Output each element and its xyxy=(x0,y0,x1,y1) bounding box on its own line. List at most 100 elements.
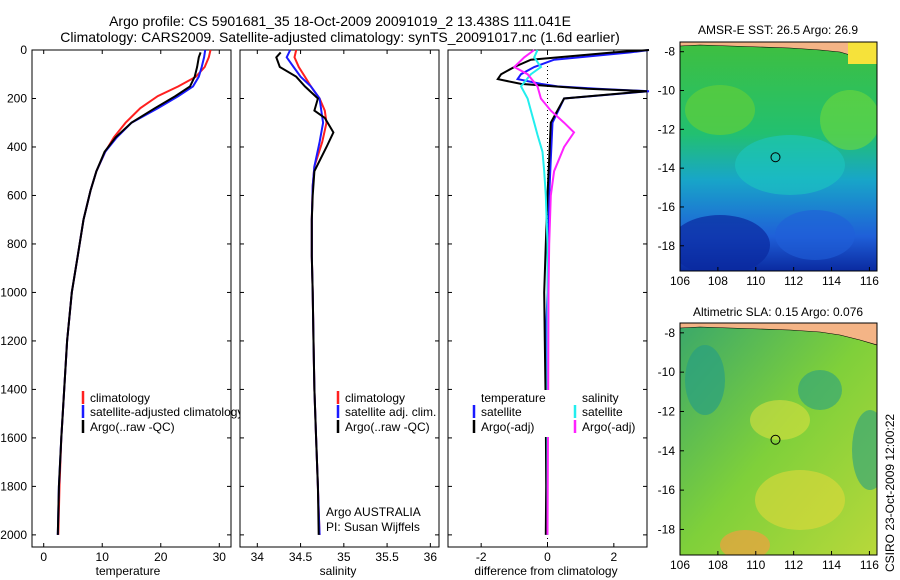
sla-low-patch xyxy=(852,410,877,490)
csiro-timestamp: CSIRO 23-Oct-2009 12:00:22 xyxy=(883,414,897,572)
difference-lines xyxy=(496,49,650,535)
temperature-axes-box xyxy=(31,49,232,548)
land-patch xyxy=(848,42,877,64)
y-tick-label: 200 xyxy=(7,91,27,105)
y-tick-label: 1400 xyxy=(0,382,27,396)
difference-ticks: -2 0 2 xyxy=(448,49,647,564)
x-tick-label: 110 xyxy=(746,274,765,288)
annotation-argo-australia: Argo AUSTRALIA xyxy=(326,505,421,519)
y-tick-label: -12 xyxy=(658,122,676,136)
java-coast-land xyxy=(680,323,877,346)
x-tick-label: 116 xyxy=(860,274,879,288)
x-tick-label: 112 xyxy=(784,558,803,572)
x-tick-label: 30 xyxy=(213,550,227,564)
salinity-legend: climatology satellite adj. clim. Argo(..… xyxy=(336,391,436,434)
difference-legend: temperature satellite Argo(-adj) salinit… xyxy=(468,390,643,437)
x-tick-label: 106 xyxy=(670,274,690,288)
y-tick-label: 1000 xyxy=(0,285,27,299)
temperature-ticks: 0 10 20 30 0 200 400 600 800 1000 1200 1400 1600 1800… xyxy=(0,43,231,564)
salinity-axes-box xyxy=(239,49,440,548)
sst-warm-patch xyxy=(820,90,877,150)
x-tick-label: 0 xyxy=(40,550,47,564)
y-tick-label: -16 xyxy=(658,483,676,497)
sla-ticks: 106 108 110 112 114 116 -8 -10 -12 -14 -16 -18 xyxy=(658,326,880,572)
legend-label-satellite: satellite-adjusted climatology xyxy=(90,405,243,419)
x-tick-label: 34.5 xyxy=(289,550,313,564)
series-line-t_argo xyxy=(496,49,650,535)
sla-low-patch xyxy=(798,370,842,410)
y-tick-label: -16 xyxy=(658,200,676,214)
y-tick-label: 2000 xyxy=(0,528,27,542)
y-tick-label: -8 xyxy=(664,326,675,340)
sla-high-patch xyxy=(750,400,810,440)
x-tick-label: -2 xyxy=(476,550,487,564)
figure-title-line1: Argo profile: CS 5901681_35 18-Oct-2009 … xyxy=(109,13,571,29)
legend-label-satellite: satellite adj. clim. xyxy=(345,405,436,419)
x-tick-label: 20 xyxy=(154,550,168,564)
legend-label-argo: Argo(..raw -QC) xyxy=(345,420,430,434)
temperature-panel: 0 10 20 30 0 200 400 600 800 1000 1200 1400 1600 1800… xyxy=(0,43,243,578)
argo-position-marker xyxy=(770,434,781,445)
x-tick-label: 34 xyxy=(251,550,265,564)
y-tick-label: -8 xyxy=(664,45,675,59)
y-tick-label: -18 xyxy=(658,522,676,536)
legend-label-argo: Argo(..raw -QC) xyxy=(90,420,175,434)
legend-label-climatology: climatology xyxy=(90,391,150,405)
sla-map-field xyxy=(680,323,877,555)
series-line-argo xyxy=(275,51,335,535)
sst-warm-patch xyxy=(685,85,755,135)
y-tick-label: -10 xyxy=(658,365,676,379)
sst-cool-patch xyxy=(735,135,845,195)
x-tick-label: 36 xyxy=(424,550,438,564)
salinity-panel: 34 34.5 35 35.5 36 salinity climatology sate… xyxy=(239,49,440,578)
sst-map-field xyxy=(680,42,877,271)
salinity-ticks: 34 34.5 35 35.5 36 xyxy=(240,49,439,564)
x-tick-label: 10 xyxy=(96,550,110,564)
legend-label-temperature-argo: Argo(-adj) xyxy=(481,420,534,434)
x-tick-label: 35.5 xyxy=(375,550,399,564)
x-tick-label: 35 xyxy=(337,550,351,564)
y-tick-label: -12 xyxy=(658,404,676,418)
y-tick-label: 0 xyxy=(20,43,27,57)
legend-label-salinity-satellite: satellite xyxy=(582,405,623,419)
x-tick-label: 106 xyxy=(670,558,690,572)
sla-map-panel: Altimetric SLA: 0.15 Argo: 0.076 106 108 1… xyxy=(658,305,880,572)
sla-map-title: Altimetric SLA: 0.15 Argo: 0.076 xyxy=(693,305,863,319)
sst-map-title: AMSR-E SST: 26.5 Argo: 26.9 xyxy=(698,23,858,37)
salinity-lines xyxy=(275,49,335,535)
y-tick-label: -14 xyxy=(658,161,676,175)
difference-legend-background xyxy=(468,390,643,437)
x-tick-label: 108 xyxy=(708,274,728,288)
x-tick-label: 112 xyxy=(784,274,803,288)
sst-axes-box xyxy=(679,41,878,272)
series-line-argo xyxy=(56,52,202,535)
y-tick-label: 1600 xyxy=(0,431,27,445)
temperature-lines xyxy=(56,49,212,535)
argo-position-marker xyxy=(770,152,781,163)
series-line-s_argo xyxy=(512,49,576,535)
temperature-legend: climatology satellite-adjusted climatolo… xyxy=(81,391,243,434)
y-tick-label: 400 xyxy=(7,140,27,154)
x-tick-label: 110 xyxy=(746,558,765,572)
y-tick-label: -10 xyxy=(658,84,676,98)
sla-low-patch xyxy=(685,345,725,415)
y-tick-label: -14 xyxy=(658,444,676,458)
sst-map-panel: AMSR-E SST: 26.5 Argo: 26.9 106 108 110 112… xyxy=(658,23,880,288)
salinity-xlabel: salinity xyxy=(320,564,357,578)
legend-label-temperature-satellite: satellite xyxy=(481,405,522,419)
annotation-pi: PI: Susan Wijffels xyxy=(326,520,420,534)
sla-axes-box xyxy=(679,322,878,556)
y-tick-label: -18 xyxy=(658,239,676,253)
temperature-xlabel: temperature xyxy=(96,564,161,578)
legend-label-salinity-argo: Argo(-adj) xyxy=(582,420,635,434)
figure-title-line2: Climatology: CARS2009. Satellite-adjuste… xyxy=(60,29,620,45)
x-tick-label: 2 xyxy=(610,550,617,564)
difference-xlabel: difference from climatology xyxy=(474,564,617,578)
y-tick-label: 800 xyxy=(7,237,27,251)
x-tick-label: 116 xyxy=(860,558,879,572)
x-tick-label: 114 xyxy=(822,558,841,572)
legend-title-salinity: salinity xyxy=(582,391,619,405)
java-coast-land xyxy=(680,42,877,63)
y-tick-label: 1200 xyxy=(0,334,27,348)
